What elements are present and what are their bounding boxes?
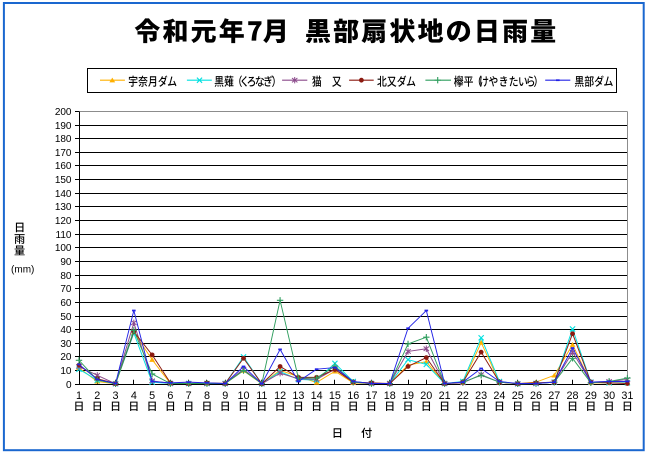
svg-text:190: 190 — [55, 121, 72, 132]
svg-text:23: 23 — [475, 390, 487, 402]
svg-text:90: 90 — [60, 257, 72, 268]
svg-text:100: 100 — [55, 243, 72, 254]
svg-text:2: 2 — [94, 390, 100, 402]
svg-text:150: 150 — [55, 175, 72, 186]
svg-text:10: 10 — [238, 390, 250, 402]
svg-text:70: 70 — [60, 284, 72, 295]
svg-text:140: 140 — [55, 189, 72, 200]
svg-text:1: 1 — [76, 390, 82, 402]
svg-text:14: 14 — [311, 390, 323, 402]
svg-text:7: 7 — [186, 390, 192, 402]
svg-text:19: 19 — [402, 390, 414, 402]
svg-text:200: 200 — [55, 107, 72, 118]
svg-text:6: 6 — [167, 390, 173, 402]
svg-text:16: 16 — [347, 390, 359, 402]
svg-text:8: 8 — [204, 390, 210, 402]
svg-text:120: 120 — [55, 216, 72, 227]
svg-text:180: 180 — [55, 134, 72, 145]
svg-text:27: 27 — [548, 390, 560, 402]
svg-text:12: 12 — [274, 390, 286, 402]
svg-text:20: 20 — [60, 352, 72, 363]
svg-text:26: 26 — [530, 390, 542, 402]
svg-text:20: 20 — [420, 390, 432, 402]
svg-text:170: 170 — [55, 148, 72, 159]
svg-text:5: 5 — [149, 390, 155, 402]
svg-text:9: 9 — [222, 390, 228, 402]
svg-text:15: 15 — [329, 390, 341, 402]
svg-text:4: 4 — [131, 390, 137, 402]
svg-text:11: 11 — [256, 390, 267, 402]
svg-text:0: 0 — [66, 380, 72, 391]
svg-text:3: 3 — [113, 390, 119, 402]
svg-text:160: 160 — [55, 161, 72, 172]
svg-text:(mm): (mm) — [11, 265, 34, 276]
svg-text:130: 130 — [55, 202, 72, 213]
svg-text:13: 13 — [292, 390, 304, 402]
svg-text:60: 60 — [60, 298, 72, 309]
svg-text:30: 30 — [603, 390, 615, 402]
svg-text:22: 22 — [457, 390, 469, 402]
svg-text:21: 21 — [439, 390, 451, 402]
svg-text:17: 17 — [365, 390, 377, 402]
svg-text:40: 40 — [60, 325, 72, 336]
svg-text:80: 80 — [60, 271, 72, 282]
svg-text:29: 29 — [585, 390, 597, 402]
svg-text:10: 10 — [60, 366, 72, 377]
svg-text:110: 110 — [56, 230, 72, 241]
svg-text:24: 24 — [493, 390, 505, 402]
svg-text:50: 50 — [60, 312, 72, 323]
svg-text:25: 25 — [512, 390, 524, 402]
svg-text:30: 30 — [60, 339, 72, 350]
svg-text:28: 28 — [567, 390, 579, 402]
svg-text:18: 18 — [384, 390, 396, 402]
svg-text:31: 31 — [621, 390, 633, 402]
